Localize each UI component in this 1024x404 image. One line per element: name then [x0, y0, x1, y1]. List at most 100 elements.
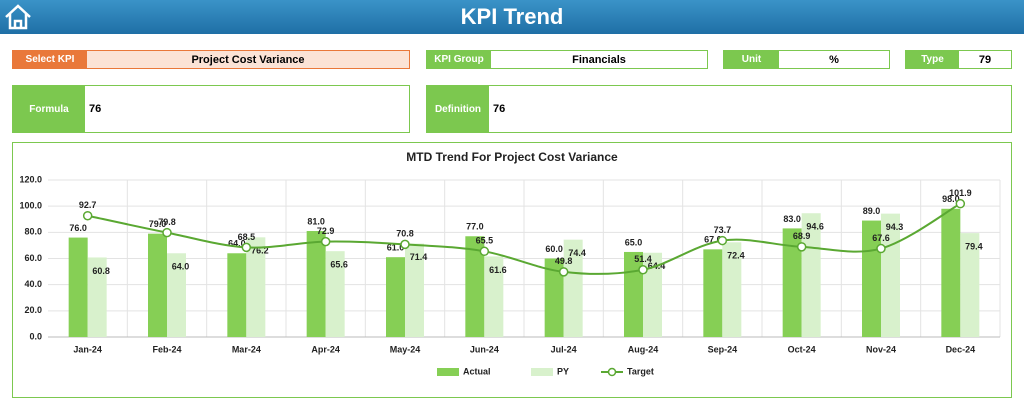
x-tick-label: Jan-24 [73, 344, 102, 354]
legend-label: PY [557, 366, 569, 376]
y-tick-label: 120.0 [19, 174, 42, 184]
field-label: Select KPI [13, 51, 87, 68]
data-label: 65.6 [330, 260, 348, 270]
data-label: 68.5 [238, 232, 256, 242]
kpi-group: KPI Group Financials [426, 50, 708, 69]
field-label: Definition [427, 86, 489, 132]
data-label: 65.0 [625, 237, 643, 247]
bar [246, 237, 266, 337]
field-value: Financials [572, 53, 626, 66]
data-label: 73.7 [714, 225, 732, 235]
field-label: Formula [13, 86, 85, 132]
field-label: Type [906, 51, 959, 68]
bar [465, 236, 485, 337]
legend-swatch [437, 368, 459, 376]
bar [941, 208, 961, 337]
bar [227, 253, 247, 337]
home-icon[interactable] [2, 2, 36, 32]
data-label: 72.4 [727, 251, 745, 261]
x-tick-label: Oct-24 [788, 344, 816, 354]
field-value: Project Cost Variance [191, 53, 305, 66]
data-label: 68.9 [793, 231, 811, 241]
bar [148, 233, 167, 337]
data-label: 60.8 [92, 266, 110, 276]
data-label: 92.7 [79, 200, 97, 210]
data-label: 49.8 [555, 256, 573, 266]
bar [167, 253, 186, 337]
data-label: 76.0 [69, 223, 87, 233]
data-label: 60.0 [545, 244, 563, 254]
bar [881, 213, 900, 337]
legend-swatch [531, 368, 553, 376]
x-tick-label: Nov-24 [866, 344, 896, 354]
bar [722, 242, 742, 337]
x-tick-label: Jun-24 [470, 344, 499, 354]
data-label: 74.4 [568, 248, 586, 258]
bar [68, 237, 88, 337]
data-label: 89.0 [863, 206, 881, 216]
data-label: 72.9 [317, 226, 335, 236]
target-point [638, 265, 648, 275]
definition: Definition 76 [426, 85, 1012, 133]
chart: MTD Trend For Project Cost Variance 0.0 2… [12, 142, 1012, 398]
select-kpi[interactable]: Select KPI Project Cost Variance [12, 50, 410, 69]
field-value: 76 [493, 103, 506, 115]
x-tick-label: Feb-24 [152, 344, 181, 354]
data-label: 64.0 [172, 262, 190, 272]
legend-label: Actual [463, 366, 491, 376]
bar [624, 251, 643, 337]
data-label: 65.5 [476, 236, 494, 246]
target-point [558, 267, 569, 277]
bar [87, 257, 107, 337]
y-tick-label: 40.0 [24, 279, 42, 289]
target-point [320, 236, 331, 247]
data-label: 79.8 [158, 217, 176, 227]
x-tick-label: Dec-24 [946, 344, 976, 354]
formula: Formula 76 [12, 85, 410, 133]
target-point [796, 242, 807, 252]
data-label: 64.0 [228, 239, 246, 249]
data-label: 70.8 [396, 229, 414, 239]
target-point [876, 243, 886, 254]
data-label: 51.4 [634, 254, 652, 264]
target-point [82, 210, 93, 221]
y-tick-label: 0.0 [29, 331, 42, 341]
unit: Unit % [723, 50, 890, 69]
data-label: 61.6 [489, 265, 507, 275]
x-tick-label: Sep-24 [708, 344, 738, 354]
data-label: 76.2 [251, 246, 269, 256]
bar [782, 228, 802, 337]
bar [386, 257, 405, 337]
data-label: 94.3 [886, 222, 904, 232]
y-tick-label: 20.0 [24, 305, 42, 315]
data-label: 83.0 [783, 214, 801, 224]
field-label: KPI Group [427, 51, 491, 68]
field-label: Unit [724, 51, 779, 68]
legend-label: Target [627, 366, 654, 376]
field-value: % [829, 53, 839, 66]
bar [563, 239, 583, 337]
field-value: 76 [89, 103, 102, 115]
type: Type 79 [905, 50, 1012, 69]
data-label: 67.0 [704, 235, 722, 245]
y-tick-label: 60.0 [24, 253, 42, 263]
legend-marker [607, 367, 617, 377]
data-label: 94.6 [806, 222, 824, 232]
x-tick-label: Jul-24 [551, 344, 577, 354]
x-tick-label: May-24 [390, 344, 421, 354]
target-line [87, 202, 961, 275]
data-label: 81.0 [307, 216, 325, 226]
target-point [162, 227, 172, 238]
bar [960, 233, 980, 337]
data-label: 101.9 [949, 188, 972, 198]
data-label: 71.4 [410, 252, 428, 262]
bar [325, 251, 345, 337]
data-label: 77.0 [466, 222, 484, 232]
data-label: 98.0 [942, 194, 960, 204]
data-label: 61.0 [387, 243, 405, 253]
target-point [241, 242, 252, 253]
x-tick-label: Aug-24 [628, 344, 659, 354]
y-tick-label: 80.0 [24, 227, 42, 237]
bar [801, 213, 821, 337]
